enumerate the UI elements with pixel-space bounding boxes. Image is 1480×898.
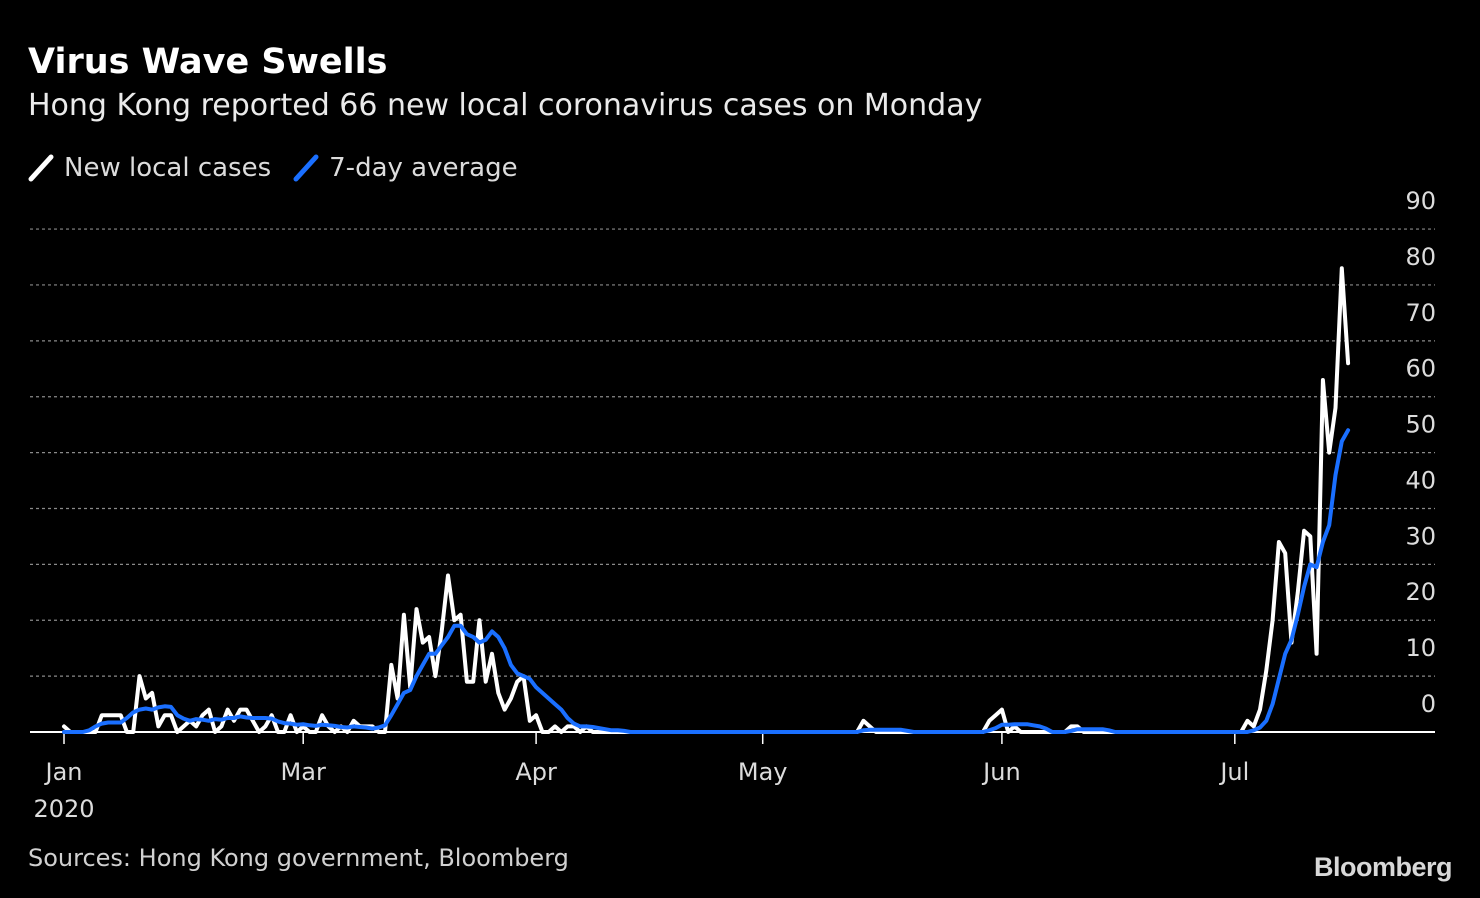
y-tick-label: 0 [1421,690,1436,718]
legend: New local cases 7-day average [28,150,540,186]
y-tick-label: 60 [1405,355,1436,383]
gridlines [30,228,1435,677]
x-tick-label: Jun [981,758,1021,786]
legend-label-average: 7-day average [329,153,518,183]
x-tick-label: May [738,758,788,786]
y-tick-label: 10 [1405,634,1436,662]
y-tick-label: 40 [1405,466,1436,494]
y-tick-label: 30 [1405,522,1436,550]
source-note: Sources: Hong Kong government, Bloomberg [28,844,569,872]
x-tick-label: Jul [1218,758,1249,786]
x-tick-sublabel: 2020 [33,795,94,823]
series-line-average [62,428,1351,734]
legend-item-new-cases: New local cases [28,150,271,186]
x-tick-label: Mar [281,758,326,786]
legend-item-average: 7-day average [293,150,518,186]
bloomberg-logo: Bloomberg [1313,852,1453,882]
y-axis-ticks: 0 10 20 30 40 50 60 70 80 90 [1405,187,1436,718]
series-line-new-cases [62,266,1351,734]
legend-swatch-new-cases [28,154,54,182]
y-tick-label: 50 [1405,411,1436,439]
x-axis: Jan 2020 Mar Apr May Jun Jul [30,731,1435,823]
x-tick-label: Jan [44,758,83,786]
y-tick-label: 80 [1405,243,1436,271]
chart-title: Virus Wave Swells [28,42,388,82]
legend-label-new-cases: New local cases [64,153,272,183]
series-lines [62,266,1351,734]
x-tick-label: Apr [515,758,557,786]
legend-swatch-average [293,154,319,182]
y-tick-label: 70 [1405,299,1436,327]
y-tick-label: 90 [1405,187,1436,215]
chart-subtitle: Hong Kong reported 66 new local coronavi… [28,88,983,123]
y-tick-label: 20 [1405,578,1436,606]
